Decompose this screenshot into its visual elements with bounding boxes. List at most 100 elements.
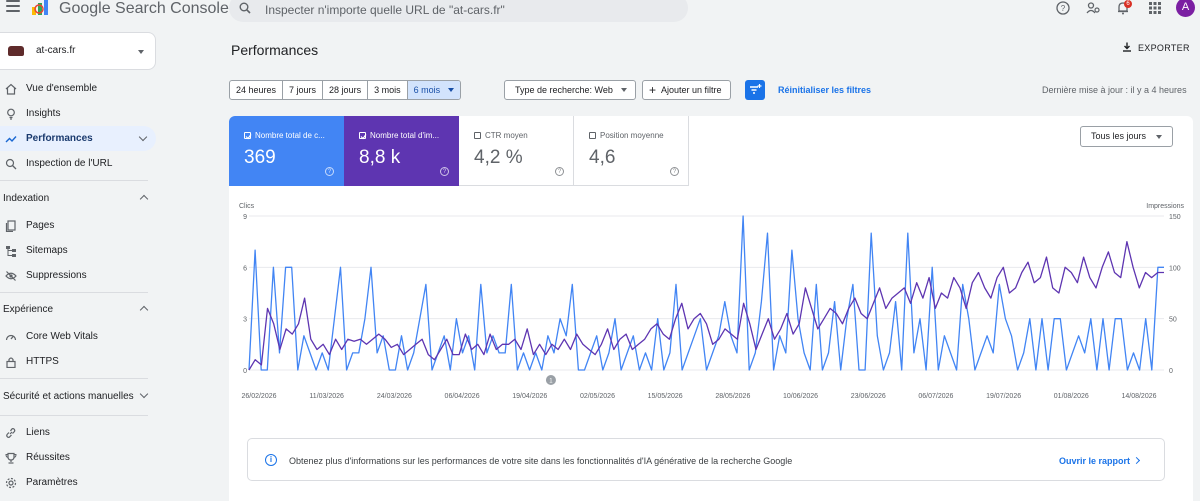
chevron-up-icon[interactable] bbox=[139, 305, 149, 315]
sidebar-item-performances[interactable]: Performances bbox=[0, 126, 156, 151]
sidebar-item-removals[interactable]: Suppressions bbox=[0, 263, 156, 288]
day-filter-label: Tous les jours bbox=[1091, 131, 1147, 141]
sidebar-item-core-web-vitals[interactable]: Core Web Vitals bbox=[0, 324, 156, 349]
day-filter-dropdown[interactable]: Tous les jours bbox=[1080, 126, 1173, 147]
filter-icon bbox=[750, 84, 762, 94]
x-tick-label: 19/07/2026 bbox=[986, 393, 1021, 400]
search-type-filter[interactable]: Type de recherche: Web bbox=[504, 80, 636, 100]
help-icon[interactable]: ? bbox=[670, 167, 679, 176]
eye-off-icon bbox=[5, 271, 17, 281]
range-6m-label: 6 mois bbox=[413, 85, 441, 95]
divider bbox=[0, 180, 148, 181]
section-title: Sécurité et actions manuelles bbox=[3, 391, 134, 402]
divider bbox=[0, 378, 148, 379]
performance-chart: Clics Impressions 9 150 6 100 3 50 0 0 26/02/2026 1… bbox=[239, 203, 1185, 400]
section-header-indexation[interactable]: Indexation bbox=[3, 193, 153, 204]
y-left-tick-label: 0 bbox=[243, 368, 247, 375]
trending-up-icon bbox=[5, 136, 17, 143]
chevron-down-icon[interactable] bbox=[139, 389, 149, 399]
metric-total-impressions[interactable]: Nombre total d'im... 8,8 k ? bbox=[344, 116, 459, 186]
sidebar-item-achievements[interactable]: Réussites bbox=[0, 445, 156, 470]
property-name: at-cars.fr bbox=[36, 45, 76, 56]
metric-average-position[interactable]: Position moyenne 4,6 ? bbox=[574, 116, 689, 186]
x-tick-label: 28/05/2026 bbox=[715, 393, 750, 400]
help-icon[interactable]: ? bbox=[440, 167, 449, 176]
sidebar-item-label: Insights bbox=[26, 108, 61, 119]
sidebar-item-overview[interactable]: Vue d'ensemble bbox=[0, 76, 156, 101]
checkbox-unchecked-icon[interactable] bbox=[474, 132, 481, 139]
top-bar: Google Search Console Inspecter n'import… bbox=[0, 0, 1200, 24]
sidebar-item-url-inspection[interactable]: Inspection de l'URL bbox=[0, 151, 156, 176]
metric-value: 8,8 k bbox=[359, 147, 401, 168]
home-icon bbox=[5, 83, 17, 95]
reset-filters-link[interactable]: Réinitialiser les filtres bbox=[778, 85, 872, 95]
x-tick-label: 06/04/2026 bbox=[445, 393, 480, 400]
lightbulb-icon bbox=[7, 108, 15, 120]
caret-down-icon bbox=[138, 50, 144, 54]
range-6m-button[interactable]: 6 mois bbox=[407, 81, 461, 99]
manage-users-icon[interactable] bbox=[1086, 1, 1100, 15]
lock-icon bbox=[6, 357, 16, 368]
filter-options-button[interactable] bbox=[745, 80, 765, 100]
checkbox-checked-icon[interactable] bbox=[359, 132, 367, 140]
sidebar-item-insights[interactable]: Insights bbox=[0, 101, 156, 126]
checkbox-checked-icon[interactable] bbox=[244, 132, 252, 140]
range-24h-button[interactable]: 24 heures bbox=[230, 81, 284, 99]
url-inspection-search[interactable]: Inspecter n'importe quelle URL de "at-ca… bbox=[229, 0, 688, 22]
gauge-icon bbox=[5, 334, 17, 341]
sidebar-item-label: Pages bbox=[26, 220, 55, 231]
chevron-down-icon[interactable] bbox=[138, 132, 148, 142]
range-3m-button[interactable]: 3 mois bbox=[368, 81, 408, 99]
chevron-up-icon[interactable] bbox=[139, 194, 149, 204]
notification-badge: 6 bbox=[1124, 0, 1132, 8]
menu-icon[interactable] bbox=[6, 0, 20, 14]
y-right-tick-label: 50 bbox=[1169, 317, 1177, 324]
apps-grid-icon[interactable] bbox=[1148, 1, 1162, 15]
help-icon[interactable]: ? bbox=[1056, 1, 1070, 15]
caret-down-icon bbox=[1156, 135, 1162, 139]
section-header-security[interactable]: Sécurité et actions manuelles bbox=[3, 389, 153, 402]
add-filter-button[interactable]: + Ajouter un filtre bbox=[642, 80, 731, 100]
sidebar-item-sitemaps[interactable]: Sitemaps bbox=[0, 238, 156, 263]
y-axis-right-title: Impressions bbox=[1146, 203, 1184, 210]
add-filter-label: Ajouter un filtre bbox=[661, 85, 722, 95]
metric-total-clicks[interactable]: Nombre total de c... 369 ? bbox=[229, 116, 344, 186]
search-icon bbox=[239, 2, 251, 14]
annotation-marker bbox=[545, 375, 556, 385]
export-button[interactable]: EXPORTER bbox=[1122, 42, 1190, 53]
performance-card: Nombre total de c... 369 ? Nombre total … bbox=[229, 116, 1193, 501]
y-axis-left-title: Clics bbox=[239, 203, 255, 210]
avatar[interactable]: A bbox=[1176, 0, 1195, 17]
search-input[interactable]: Inspecter n'importe quelle URL de "at-ca… bbox=[265, 3, 505, 17]
x-tick-label: 14/08/2026 bbox=[1121, 393, 1156, 400]
checkbox-unchecked-icon[interactable] bbox=[589, 132, 596, 139]
help-icon[interactable]: ? bbox=[325, 167, 334, 176]
chevron-right-icon[interactable] bbox=[1132, 456, 1141, 465]
sidebar-item-pages[interactable]: Pages bbox=[0, 213, 156, 238]
open-report-link[interactable]: Ouvrir le rapport bbox=[1059, 456, 1131, 466]
app-title[interactable]: Google Search Console bbox=[59, 0, 229, 17]
sitemap-icon bbox=[6, 246, 16, 257]
page-title: Performances bbox=[231, 42, 319, 58]
x-tick-label: 01/08/2026 bbox=[1054, 393, 1089, 400]
divider bbox=[0, 292, 148, 293]
sidebar-item-settings[interactable]: Paramètres bbox=[0, 470, 156, 495]
metric-label: Position moyenne bbox=[600, 131, 664, 140]
sidebar-item-https[interactable]: HTTPS bbox=[0, 349, 156, 374]
metric-value: 369 bbox=[244, 147, 276, 168]
property-selector[interactable]: at-cars.fr bbox=[0, 32, 156, 70]
x-tick-label: 11/03/2026 bbox=[309, 393, 344, 400]
section-title: Expérience bbox=[3, 304, 54, 315]
metric-average-ctr[interactable]: CTR moyen 4,2 % ? bbox=[459, 116, 574, 186]
help-icon[interactable]: ? bbox=[555, 167, 564, 176]
range-7d-button[interactable]: 7 jours bbox=[283, 81, 324, 99]
section-header-experience[interactable]: Expérience bbox=[3, 304, 153, 315]
settings-icon bbox=[5, 477, 17, 489]
sidebar-item-links[interactable]: Liens bbox=[0, 420, 156, 445]
sidebar-item-label: Liens bbox=[26, 427, 50, 438]
range-28d-button[interactable]: 28 jours bbox=[323, 81, 369, 99]
metric-value: 4,6 bbox=[589, 147, 616, 168]
metric-label-row: Position moyenne bbox=[589, 131, 664, 140]
x-tick-label: 15/05/2026 bbox=[648, 393, 683, 400]
banner-text: Obtenez plus d'informations sur les perf… bbox=[289, 456, 793, 466]
